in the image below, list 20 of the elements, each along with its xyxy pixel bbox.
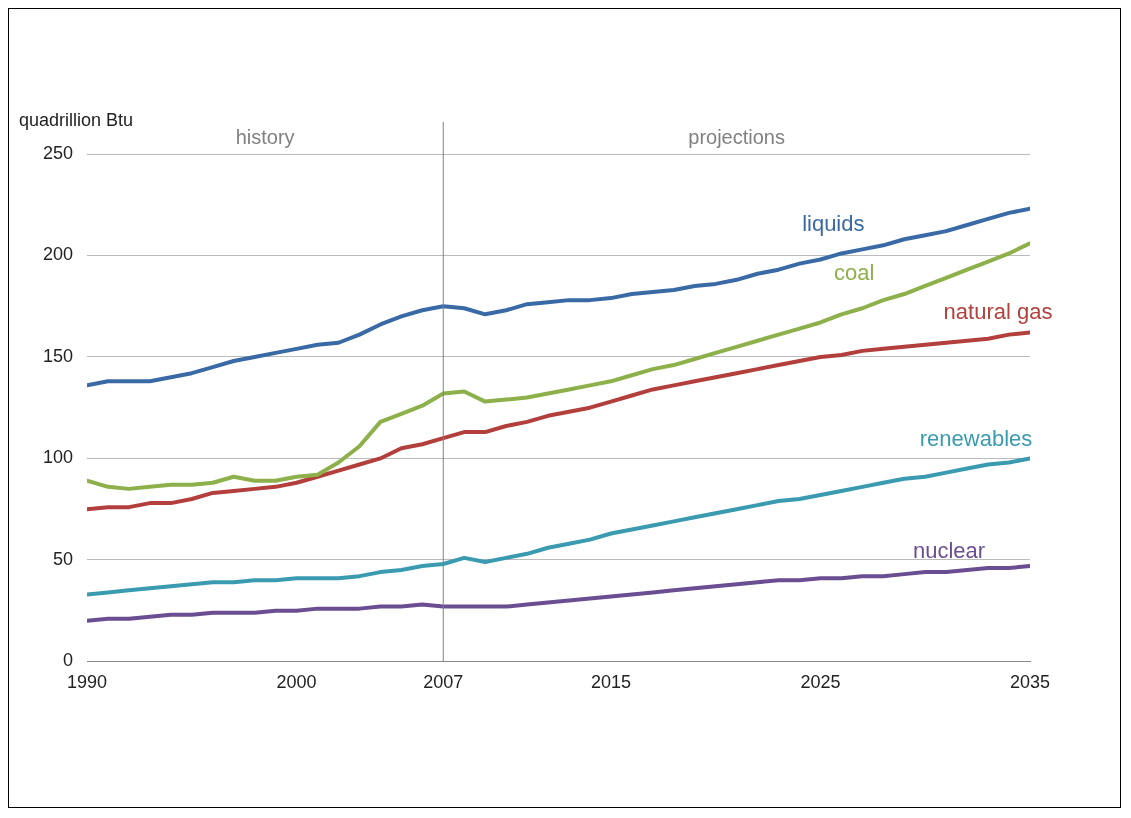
y-axis-title: quadrillion Btu (19, 110, 134, 130)
series-label: natural gas (943, 298, 1053, 324)
y-tick-label: 200 (42, 244, 74, 265)
y-tick-label: 150 (42, 345, 74, 366)
x-tick-label: 2025 (800, 672, 841, 693)
series-label: renewables (919, 426, 1033, 452)
text: history (235, 126, 295, 148)
x-tick-label: 2035 (1009, 672, 1051, 693)
series-label: coal (834, 260, 875, 286)
series-label: nuclear (912, 538, 986, 564)
x-tick-label: 1990 (67, 672, 108, 693)
x-tick-label: 2015 (590, 672, 631, 693)
x-tick-label: 2007 (423, 672, 464, 693)
y-tick-label: 0 (63, 650, 74, 671)
text: projections (688, 126, 785, 148)
series-label: liquids (802, 211, 865, 237)
y-tick-label: 100 (42, 447, 74, 468)
y-tick-label: 250 (42, 142, 74, 163)
x-tick-label: 2000 (276, 672, 317, 693)
y-tick-label: 50 (53, 548, 74, 569)
